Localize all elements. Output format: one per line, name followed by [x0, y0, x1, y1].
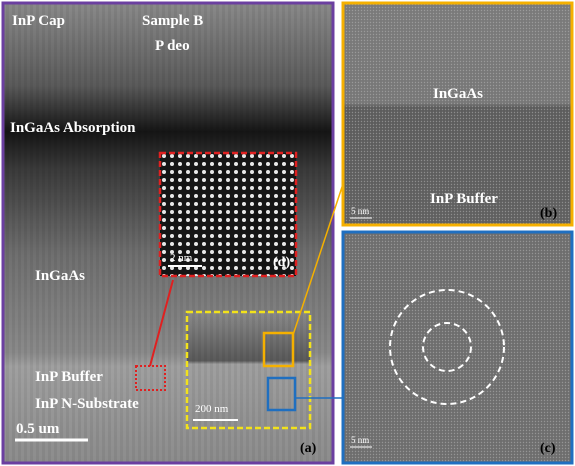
label: InP N-Substrate: [35, 396, 139, 412]
panel-tag: (c): [540, 441, 556, 456]
region-box: [135, 365, 166, 391]
label: InP Buffer: [430, 191, 498, 207]
scale-bar-label: 0.5 um: [16, 421, 60, 437]
highlight-circle: [422, 322, 472, 372]
highlight-circle: [389, 289, 505, 405]
scale-bar-label: 2 nm: [170, 252, 193, 264]
connector: [149, 279, 174, 367]
label: InP Buffer: [35, 369, 103, 385]
scale-bar-label: 5 nm: [351, 206, 369, 216]
panel-a: InP Cap Sample B P deo InGaAs Absorption…: [1, 1, 335, 465]
panel-b: InGaAs InP Buffer 5 nm (b): [341, 1, 574, 227]
inset-d: 2 nm (d): [158, 151, 298, 278]
scale-bar-label: 5 nm: [351, 435, 369, 445]
panel-c: 5 nm (c): [341, 230, 574, 465]
label: P deo: [155, 38, 190, 54]
inset-yellow: 200 nm: [185, 310, 312, 430]
label: InGaAs: [35, 268, 85, 284]
label: Sample B: [142, 13, 203, 29]
panel-tag: (b): [540, 206, 557, 221]
label: InP Cap: [12, 13, 65, 29]
label: InGaAs: [433, 86, 483, 102]
connector: [292, 177, 346, 336]
scale-bar-label: 200 nm: [195, 403, 229, 415]
label: InGaAs Absorption: [10, 120, 136, 136]
panel-tag: (a): [300, 441, 317, 456]
panel-tag: (d): [273, 255, 290, 270]
